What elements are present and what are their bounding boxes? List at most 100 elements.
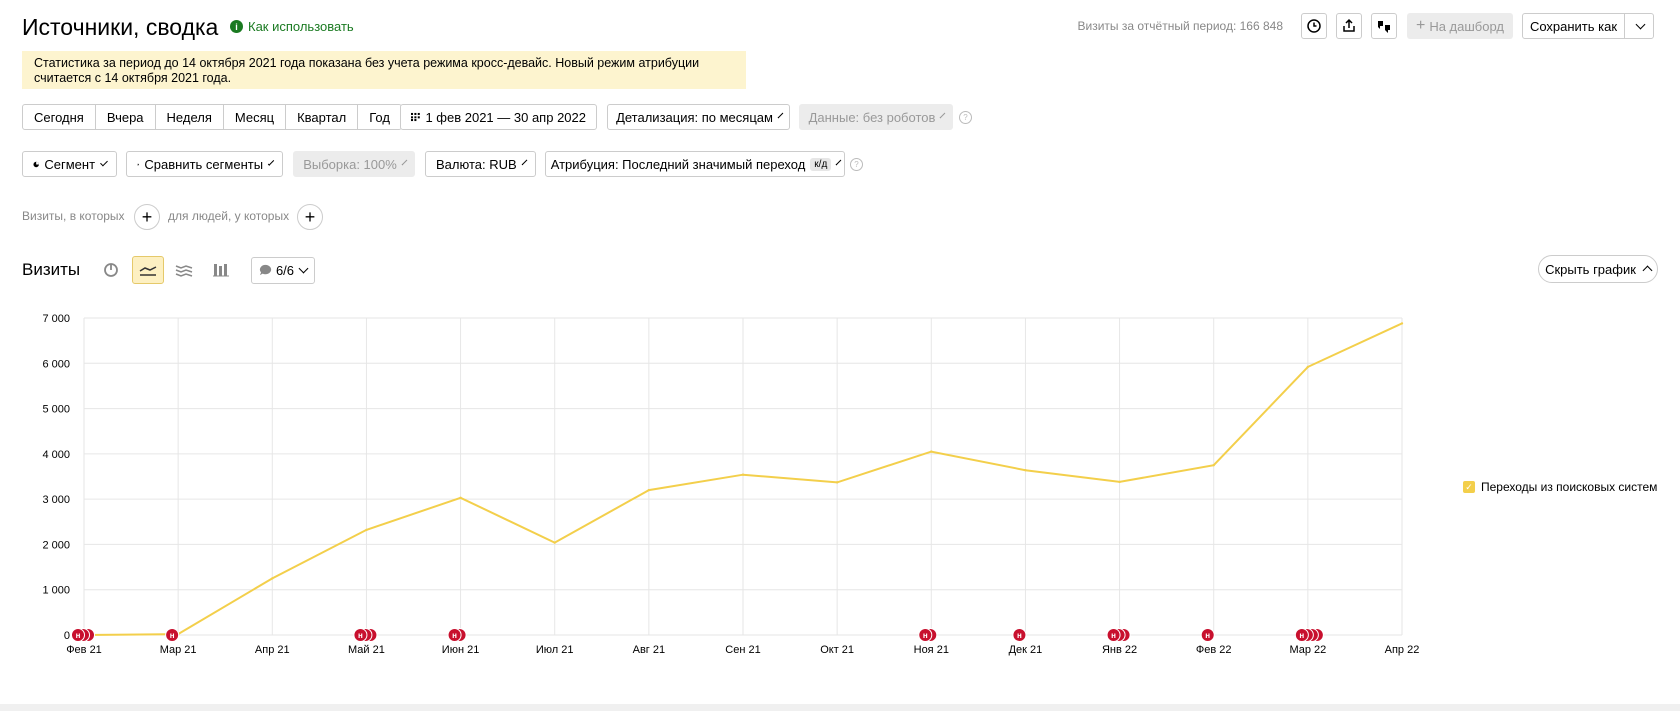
chevron-down-icon[interactable] bbox=[1625, 14, 1653, 38]
period-selector: Сегодня Вчера Неделя Месяц Квартал Год bbox=[22, 104, 402, 130]
x-tick-label: Окт 21 bbox=[820, 644, 854, 656]
annotation-marker bbox=[918, 628, 933, 642]
data-point bbox=[647, 488, 651, 492]
help-icon[interactable]: ? bbox=[959, 111, 972, 124]
annotation-marker bbox=[447, 628, 462, 642]
chart-legend[interactable]: ✓ Переходы из поисковых систем bbox=[1463, 480, 1657, 494]
y-tick-label: 5 000 bbox=[42, 404, 70, 416]
detail-label: Детализация: по месяцам bbox=[616, 109, 773, 125]
comment-icon bbox=[259, 264, 272, 276]
area-chart-icon bbox=[175, 265, 193, 277]
attribution-dropdown[interactable]: Атрибуция: Последний значимый переход к/… bbox=[545, 151, 845, 177]
add-visits-filter-button[interactable]: + bbox=[134, 204, 160, 230]
area-view-button[interactable] bbox=[168, 256, 200, 284]
history-button[interactable] bbox=[1301, 13, 1327, 39]
attribution-badge: к/д bbox=[810, 157, 832, 171]
thumbs-icon bbox=[1378, 21, 1390, 33]
plus-icon: + bbox=[1415, 17, 1426, 34]
help-icon[interactable]: ? bbox=[850, 158, 863, 171]
y-tick-label: 1 000 bbox=[42, 585, 70, 597]
y-tick-label: 0 bbox=[64, 630, 70, 642]
period-week[interactable]: Неделя bbox=[156, 105, 224, 129]
add-to-dashboard-button[interactable]: + На дашборд bbox=[1407, 13, 1513, 39]
annotation-marker bbox=[165, 628, 180, 642]
sample-label: Выборка: 100% bbox=[303, 156, 397, 172]
y-tick-label: 3 000 bbox=[42, 494, 70, 506]
pie-chart-icon bbox=[104, 263, 118, 277]
feedback-button[interactable] bbox=[1371, 13, 1397, 39]
data-point bbox=[930, 450, 933, 453]
save-as-button[interactable]: Сохранить как bbox=[1522, 13, 1654, 39]
sample-dropdown[interactable]: Выборка: 100% bbox=[293, 151, 415, 177]
bar-view-button[interactable] bbox=[205, 256, 237, 284]
line-view-button[interactable] bbox=[132, 256, 164, 284]
x-tick-label: Апр 21 bbox=[255, 644, 290, 656]
series-selector[interactable]: 6/6 bbox=[251, 257, 315, 284]
data-point bbox=[835, 481, 839, 484]
annotation-marker-label: н bbox=[76, 631, 81, 640]
period-month[interactable]: Месяц bbox=[224, 105, 287, 129]
x-tick-label: Авг 21 bbox=[633, 644, 665, 656]
series-count: 6/6 bbox=[275, 263, 295, 278]
bar-chart-icon bbox=[213, 264, 229, 277]
segment-dropdown[interactable]: Сегмент bbox=[22, 151, 117, 177]
data-point bbox=[1400, 322, 1404, 325]
data-point bbox=[1212, 463, 1215, 467]
how-to-link[interactable]: i Как использовать bbox=[230, 19, 354, 34]
x-tick-label: Ноя 21 bbox=[914, 644, 949, 656]
pie-icon bbox=[33, 161, 39, 167]
period-today[interactable]: Сегодня bbox=[23, 105, 96, 129]
checkbox-icon[interactable]: ✓ bbox=[1463, 481, 1475, 493]
data-point bbox=[271, 577, 274, 580]
attribution-notice: Статистика за период до 14 октября 2021 … bbox=[22, 51, 746, 89]
export-button[interactable] bbox=[1336, 13, 1362, 39]
clock-icon bbox=[1307, 19, 1321, 33]
currency-dropdown[interactable]: Валюта: RUB bbox=[425, 151, 536, 177]
annotation-marker bbox=[1294, 628, 1309, 642]
currency-label: Валюта: RUB bbox=[436, 156, 517, 172]
period-quarter[interactable]: Квартал bbox=[286, 105, 359, 129]
data-point bbox=[1306, 365, 1310, 369]
y-tick-label: 2 000 bbox=[42, 539, 70, 551]
hide-chart-button[interactable]: Скрыть график bbox=[1538, 255, 1658, 283]
date-range-button[interactable]: 1 фев 2021 — 30 апр 2022 bbox=[400, 104, 597, 130]
data-point bbox=[1118, 480, 1121, 484]
save-as-label: Сохранить как bbox=[1523, 14, 1625, 38]
chevron-down-icon bbox=[267, 158, 275, 166]
plus-icon: + bbox=[141, 207, 153, 227]
people-filter-label: для людей, у которых bbox=[168, 209, 290, 223]
hide-chart-label: Скрыть график bbox=[1545, 261, 1636, 277]
x-tick-label: Июн 21 bbox=[442, 644, 480, 656]
data-point bbox=[1024, 468, 1027, 472]
annotation-marker-label: н bbox=[923, 631, 928, 640]
period-year[interactable]: Год bbox=[369, 109, 390, 125]
x-tick-label: Сен 21 bbox=[725, 644, 760, 656]
visits-filter-label: Визиты, в которых bbox=[22, 209, 125, 223]
period-yesterday[interactable]: Вчера bbox=[96, 105, 156, 129]
info-icon: i bbox=[230, 20, 243, 33]
x-tick-label: Июл 21 bbox=[536, 644, 574, 656]
line-chart-icon bbox=[139, 266, 157, 276]
data-filter-dropdown[interactable]: Данные: без роботов bbox=[799, 104, 953, 130]
chevron-down-icon bbox=[777, 112, 784, 118]
chevron-down-icon bbox=[521, 159, 528, 165]
x-tick-label: Янв 22 bbox=[1102, 644, 1137, 656]
pie-view-button[interactable] bbox=[95, 256, 127, 284]
legend-label: Переходы из поисковых систем bbox=[1481, 480, 1658, 494]
segment-label: Сегмент bbox=[44, 156, 96, 172]
detail-dropdown[interactable]: Детализация: по месяцам bbox=[607, 104, 790, 130]
x-tick-label: Фев 22 bbox=[1196, 644, 1232, 656]
plus-icon: + bbox=[304, 207, 316, 227]
x-tick-label: Мар 22 bbox=[1289, 644, 1326, 656]
annotation-marker-label: н bbox=[1111, 631, 1116, 640]
y-tick-label: 4 000 bbox=[42, 449, 70, 461]
annotation-marker-label: н bbox=[1299, 631, 1304, 640]
chart-title: Визиты bbox=[22, 260, 81, 279]
compare-segments-dropdown[interactable]: Сравнить сегменты bbox=[126, 151, 283, 177]
annotation-marker-label: н bbox=[452, 631, 457, 640]
data-point bbox=[365, 528, 368, 532]
chevron-down-icon bbox=[835, 159, 842, 165]
add-people-filter-button[interactable]: + bbox=[297, 204, 323, 230]
annotation-marker bbox=[1200, 628, 1215, 642]
